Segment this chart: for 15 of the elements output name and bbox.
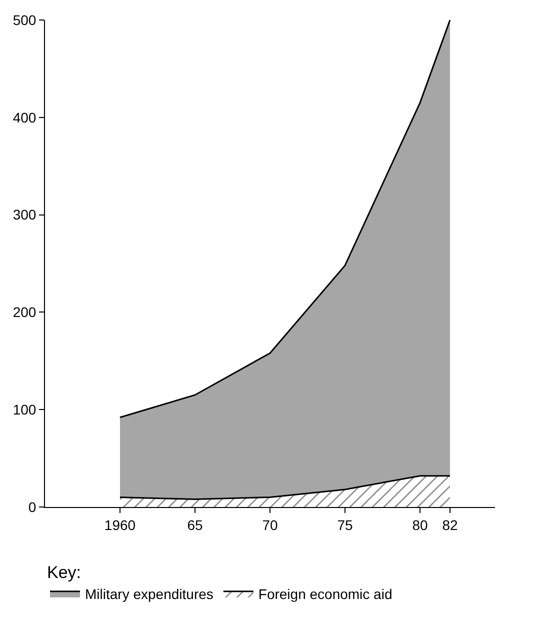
y-tick-label: 100 bbox=[12, 402, 36, 418]
x-tick-label: 75 bbox=[337, 516, 353, 533]
x-tick-label: 80 bbox=[412, 516, 428, 533]
y-tick-label: 0 bbox=[28, 498, 36, 515]
legend-label: Military expenditures bbox=[85, 586, 214, 602]
x-tick-label: 70 bbox=[262, 516, 278, 533]
y-tick-label: 400 bbox=[12, 109, 36, 126]
y-tick-label: 300 bbox=[12, 206, 36, 223]
y-tick-label: 200 bbox=[12, 304, 36, 320]
x-tick-label: 65 bbox=[187, 516, 203, 533]
x-tick-label: 1960 bbox=[104, 516, 136, 533]
x-tick-label: 82 bbox=[442, 516, 458, 533]
y-tick-label: 500 bbox=[12, 12, 36, 28]
legend-title: Key: bbox=[47, 562, 82, 582]
legend-label: Foreign economic aid bbox=[258, 586, 392, 602]
